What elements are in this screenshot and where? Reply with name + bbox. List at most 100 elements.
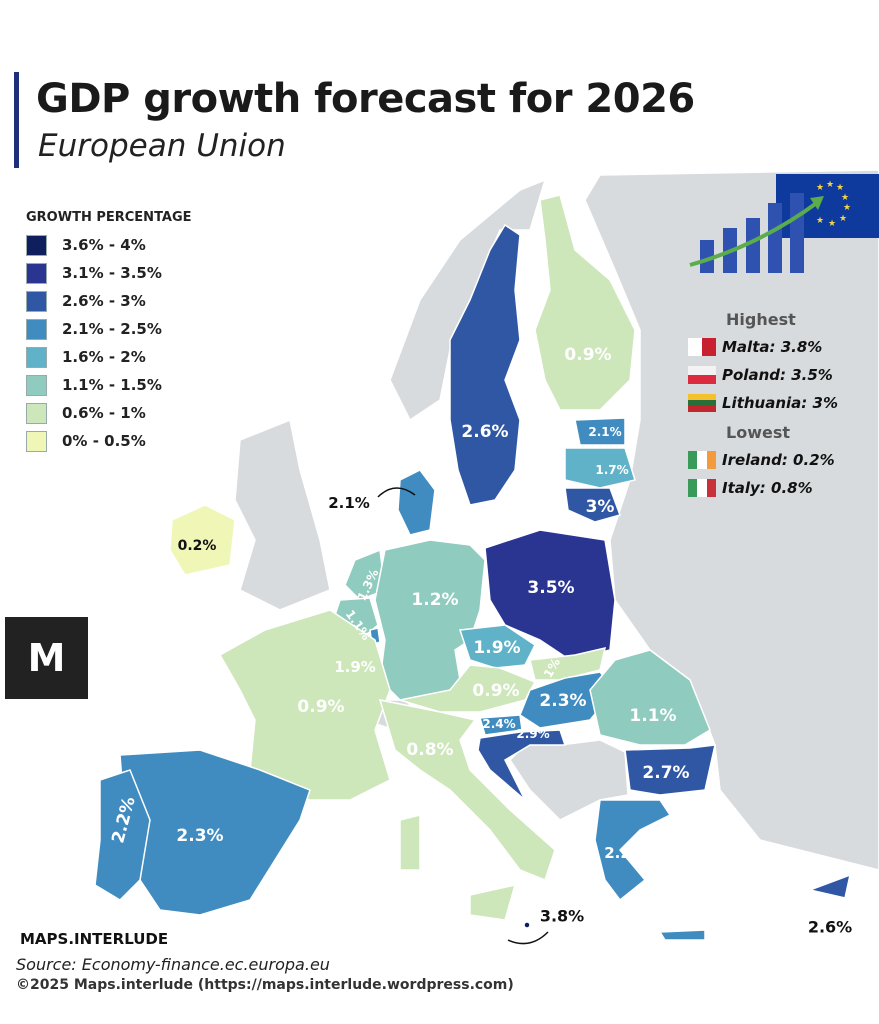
italy-flag-icon bbox=[688, 479, 716, 497]
label-austria: 0.9% bbox=[472, 681, 520, 701]
legend-item: 3.6% - 4% bbox=[26, 231, 192, 259]
maps-interlude-logo: M bbox=[5, 617, 88, 699]
label-ireland: 0.2% bbox=[177, 538, 217, 554]
ranking-item: Ireland: 0.2% bbox=[688, 446, 868, 474]
country-latvia bbox=[564, 447, 636, 489]
country-slovenia bbox=[479, 714, 523, 736]
label-finland: 0.9% bbox=[564, 345, 612, 365]
eu-stars-icon: ★ ★ ★ ★★★ ★★ bbox=[816, 180, 851, 229]
country-lithuania bbox=[564, 487, 621, 523]
lithuania-flag-icon bbox=[688, 394, 716, 412]
country-finland bbox=[534, 194, 636, 411]
country-croatia bbox=[477, 729, 567, 801]
country-greece bbox=[594, 799, 672, 902]
svg-text:★: ★ bbox=[816, 216, 824, 226]
legend-item: 0.6% - 1% bbox=[26, 399, 192, 427]
country-cyprus bbox=[807, 873, 852, 899]
country-greece-crete bbox=[658, 929, 706, 941]
legend-swatch bbox=[26, 346, 47, 368]
label-lithuania: 3% bbox=[585, 497, 615, 517]
country-estonia bbox=[574, 417, 626, 446]
copyright-text: ©2025 Maps.interlude (https://maps.inter… bbox=[16, 977, 514, 993]
label-slovenia: 2.4% bbox=[482, 717, 516, 731]
label-germany: 1.2% bbox=[411, 590, 459, 610]
label-france: 0.9% bbox=[297, 697, 345, 717]
growth-arrow-icon bbox=[689, 200, 820, 267]
label-croatia: 2.9% bbox=[516, 727, 550, 741]
legend-item: 1.6% - 2% bbox=[26, 343, 192, 371]
ranking-item: Malta: 3.8% bbox=[688, 333, 868, 361]
label-latvia: 1.7% bbox=[595, 463, 629, 477]
label-poland: 3.5% bbox=[527, 578, 575, 598]
label-cyprus: 2.6% bbox=[807, 917, 853, 937]
legend-swatch bbox=[26, 290, 47, 312]
ranking-text: Italy: 0.8% bbox=[722, 479, 813, 497]
label-sweden: 2.6% bbox=[461, 422, 509, 442]
legend-label: 1.1% - 1.5% bbox=[62, 376, 162, 394]
label-hungary: 2.3% bbox=[539, 691, 587, 711]
united-kingdom bbox=[234, 418, 331, 611]
legend-label: 0% - 0.5% bbox=[62, 432, 146, 450]
svg-text:★: ★ bbox=[843, 203, 851, 213]
country-france bbox=[218, 609, 391, 801]
malta-callout-arrow bbox=[507, 931, 549, 945]
svg-text:★: ★ bbox=[839, 214, 847, 224]
legend-swatch bbox=[26, 430, 47, 452]
label-malta: 3.8% bbox=[539, 906, 585, 926]
title-accent-bar bbox=[14, 72, 19, 168]
country-netherlands bbox=[344, 548, 386, 601]
ranking-panel: Highest Malta: 3.8% Poland: 3.5% Lithuan… bbox=[688, 310, 868, 502]
legend-title: GROWTH PERCENTAGE bbox=[26, 210, 192, 225]
svg-text:★: ★ bbox=[816, 183, 824, 193]
country-ireland bbox=[169, 504, 236, 576]
legend-swatch bbox=[26, 318, 47, 340]
country-italy-sicily bbox=[469, 883, 517, 921]
label-romania: 1.1% bbox=[629, 706, 677, 726]
svg-text:★: ★ bbox=[828, 219, 836, 229]
legend-item: 2.1% - 2.5% bbox=[26, 315, 192, 343]
source-text: Source: Economy-finance.ec.europa.eu bbox=[16, 955, 330, 974]
ranking-text: Malta: 3.8% bbox=[722, 338, 823, 356]
highest-heading: Highest bbox=[726, 310, 796, 329]
country-italy-sardinia bbox=[399, 814, 421, 871]
country-italy bbox=[378, 699, 556, 881]
legend: GROWTH PERCENTAGE 3.6% - 4% 3.1% - 3.5% … bbox=[26, 210, 192, 455]
page-subtitle: European Union bbox=[38, 128, 286, 164]
legend-swatch bbox=[26, 402, 47, 424]
label-bulgaria: 2.7% bbox=[642, 763, 690, 783]
brand-name: MAPS.INTERLUDE bbox=[20, 930, 169, 948]
lowest-heading: Lowest bbox=[726, 423, 790, 442]
country-malta bbox=[523, 921, 531, 929]
country-germany bbox=[374, 539, 486, 701]
label-estonia: 2.1% bbox=[588, 425, 622, 439]
legend-label: 3.1% - 3.5% bbox=[62, 264, 162, 282]
legend-label: 2.1% - 2.5% bbox=[62, 320, 162, 338]
ireland-flag-icon bbox=[688, 451, 716, 469]
legend-item: 3.1% - 3.5% bbox=[26, 259, 192, 287]
svg-text:★: ★ bbox=[826, 180, 834, 190]
country-belgium bbox=[334, 597, 379, 642]
ranking-item: Lithuania: 3% bbox=[688, 389, 868, 417]
country-romania bbox=[589, 649, 711, 746]
legend-item: 0% - 0.5% bbox=[26, 427, 192, 455]
country-denmark bbox=[397, 469, 436, 536]
norway bbox=[389, 178, 547, 422]
eu-growth-graphic: ★ ★ ★ ★★★ ★★ bbox=[689, 174, 879, 273]
svg-text:★: ★ bbox=[841, 193, 849, 203]
denmark-callout-arrow bbox=[377, 487, 416, 498]
legend-swatch bbox=[26, 262, 47, 284]
country-austria bbox=[399, 664, 537, 713]
label-czechia: 1.9% bbox=[473, 638, 521, 658]
legend-label: 1.6% - 2% bbox=[62, 348, 146, 366]
balkans bbox=[509, 739, 629, 821]
ranking-item: Poland: 3.5% bbox=[688, 361, 868, 389]
legend-item: 2.6% - 3% bbox=[26, 287, 192, 315]
label-denmark: 2.1% bbox=[328, 494, 370, 512]
label-italy: 0.8% bbox=[406, 740, 454, 760]
legend-label: 2.6% - 3% bbox=[62, 292, 146, 310]
ranking-text: Lithuania: 3% bbox=[722, 394, 838, 412]
ranking-item: Italy: 0.8% bbox=[688, 474, 868, 502]
label-luxembourg: 1.9% bbox=[334, 658, 376, 676]
country-portugal bbox=[94, 769, 151, 901]
